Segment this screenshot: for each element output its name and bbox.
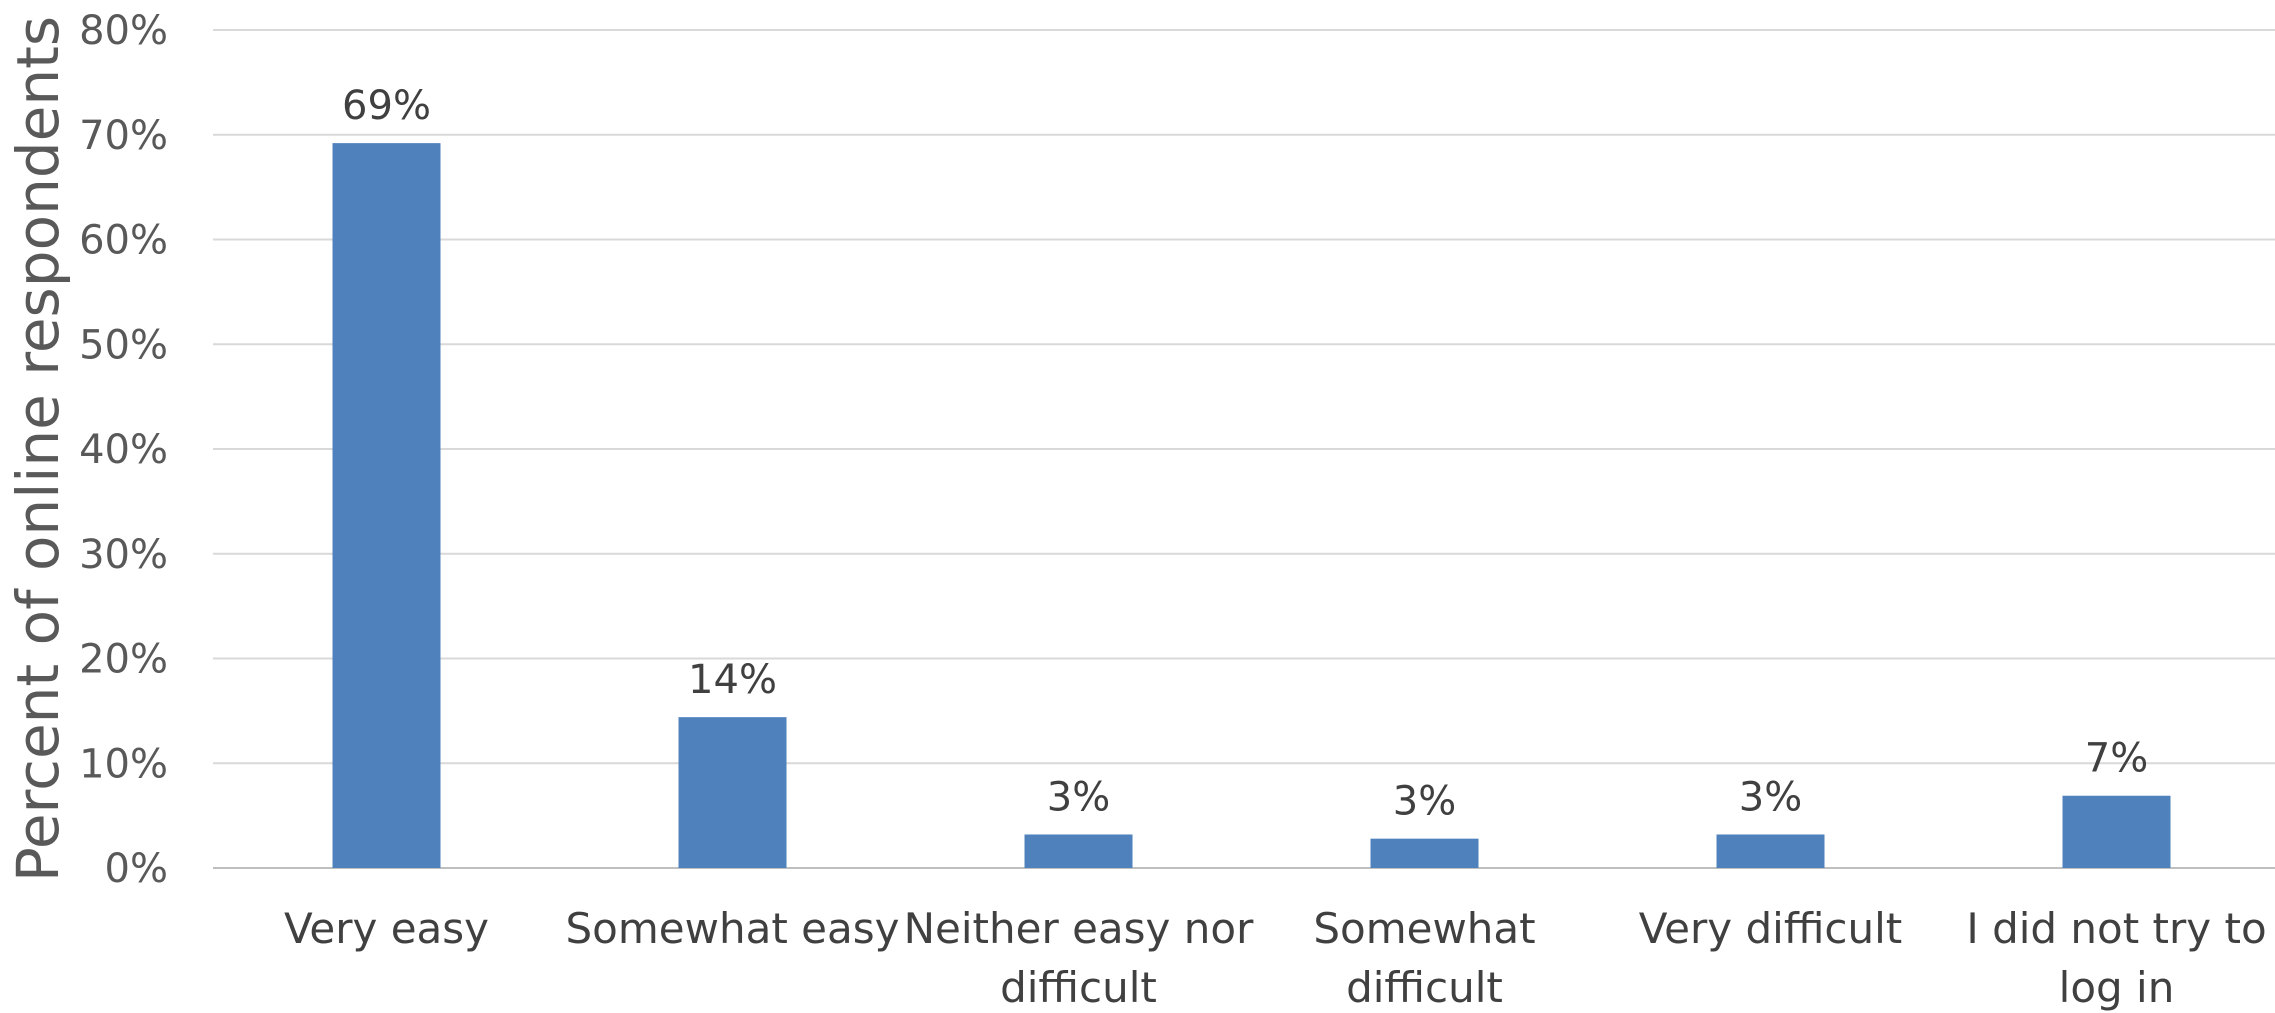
data-label: 14% bbox=[688, 657, 777, 703]
y-tick-label: 10% bbox=[79, 741, 168, 787]
category-label: Very difficult bbox=[1639, 904, 1903, 953]
y-tick-label: 20% bbox=[79, 637, 168, 683]
category-label: Somewhat difficult bbox=[1313, 904, 1535, 1012]
gridlines bbox=[213, 29, 2275, 869]
bar bbox=[2062, 795, 2171, 868]
category-label: Very easy bbox=[284, 904, 489, 953]
y-tick-label: 0% bbox=[105, 846, 168, 892]
category-label: Somewhat easy bbox=[566, 904, 900, 953]
bar bbox=[1716, 834, 1825, 868]
data-label: 7% bbox=[2085, 736, 2148, 782]
category-labels: Very easy Somewhat easy Neither easy nor di… bbox=[284, 904, 2267, 1012]
bar bbox=[1370, 838, 1479, 868]
y-axis-ticks: 0% 10% 20% 30% 40% 50% 60% 70% 80% bbox=[79, 8, 168, 892]
data-label: 69% bbox=[342, 83, 431, 129]
data-label: 3% bbox=[1047, 774, 1110, 820]
y-tick-label: 40% bbox=[79, 427, 168, 473]
category-label: Neither easy nor difficult bbox=[904, 904, 1254, 1012]
bar bbox=[1024, 834, 1133, 868]
data-label: 3% bbox=[1739, 774, 1802, 820]
y-axis-title: Percent of online respondents bbox=[4, 16, 72, 882]
y-tick-label: 50% bbox=[79, 322, 168, 368]
y-tick-label: 60% bbox=[79, 218, 168, 264]
category-label: I did not try to log in bbox=[1966, 904, 2266, 1012]
data-label: 3% bbox=[1393, 779, 1456, 825]
data-labels: 69% 14% 3% 3% 3% 7% bbox=[342, 83, 2148, 825]
bars bbox=[332, 143, 2171, 868]
y-tick-label: 80% bbox=[79, 8, 168, 54]
y-tick-label: 30% bbox=[79, 532, 168, 578]
bar bbox=[332, 143, 441, 868]
y-tick-label: 70% bbox=[79, 113, 168, 159]
bar bbox=[678, 717, 787, 868]
